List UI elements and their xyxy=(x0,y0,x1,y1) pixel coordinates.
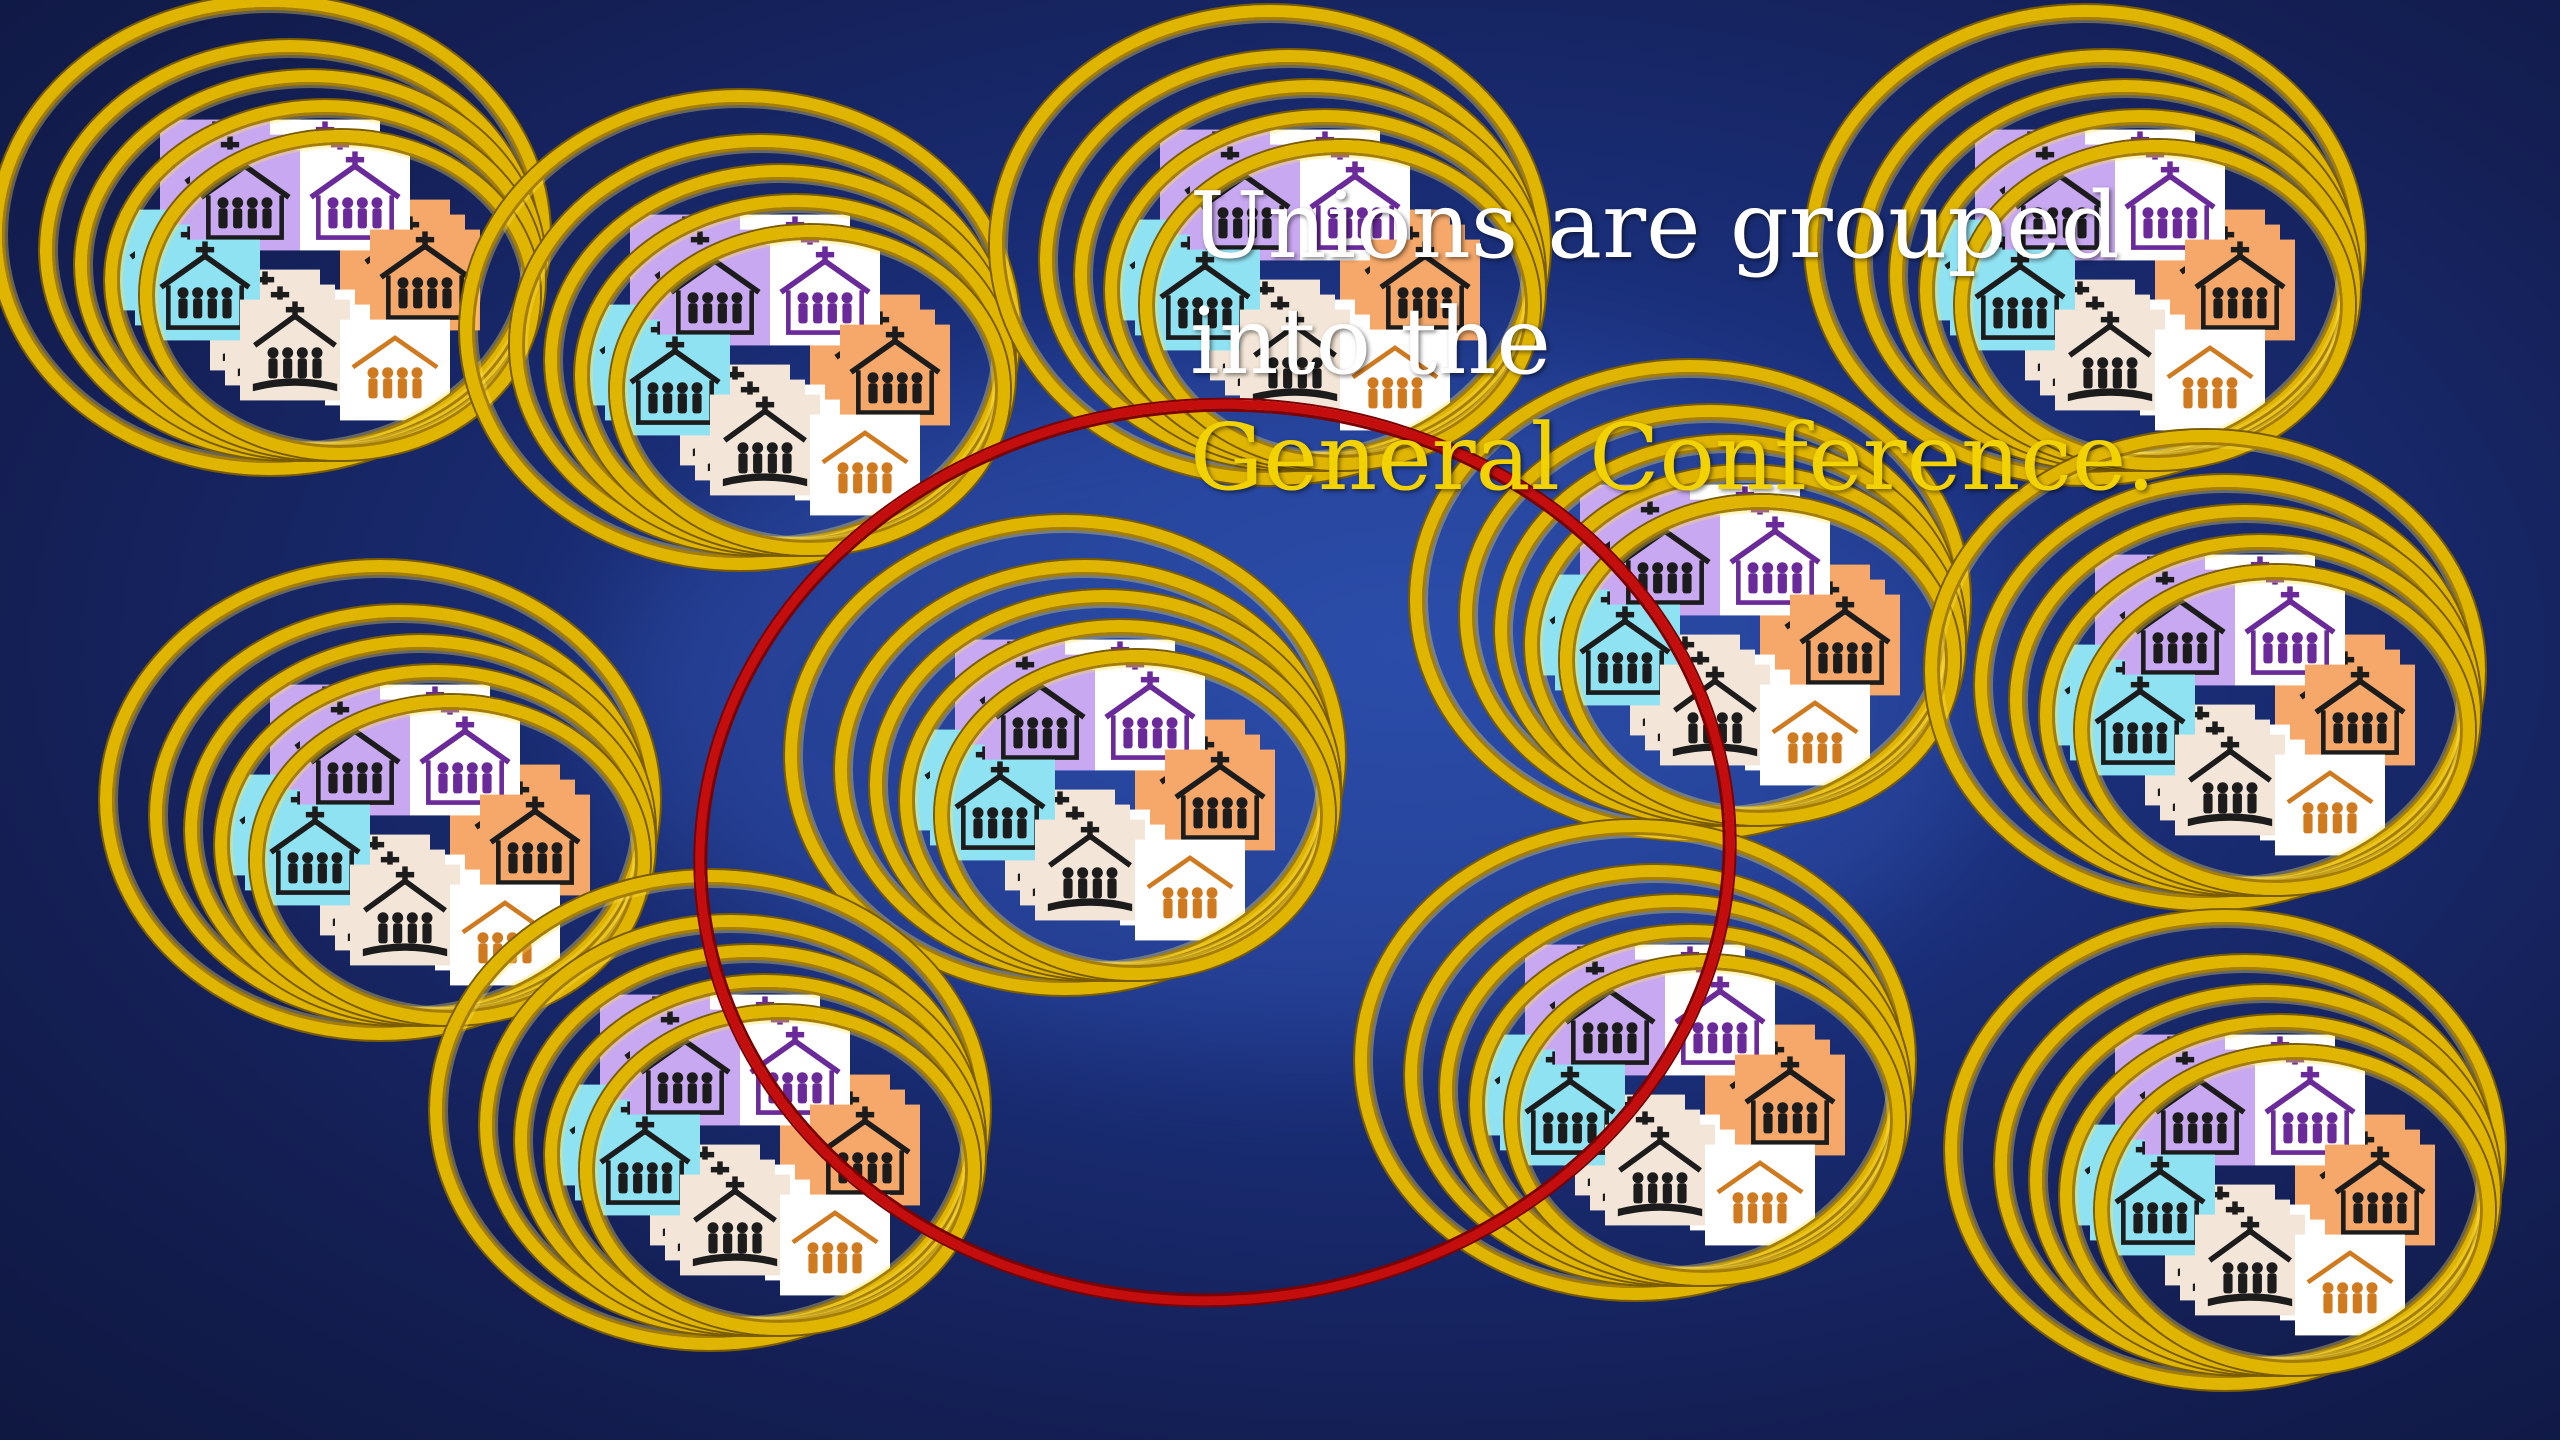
slide-caption: Unions are grouped into the General Conf… xyxy=(1190,168,2190,516)
union-10-cluster xyxy=(1355,820,1915,1300)
union-8-cluster xyxy=(1925,430,2485,910)
caption-line-1: Unions are grouped into the xyxy=(1190,172,2120,395)
union-2-cluster xyxy=(460,90,1020,570)
union-11-cluster xyxy=(1945,910,2505,1390)
caption-line-2: General Conference. xyxy=(1190,404,2156,511)
union-7-cluster xyxy=(1410,360,1970,840)
union-9-cluster xyxy=(430,870,990,1350)
union-1-cluster xyxy=(0,0,550,475)
gold-ring xyxy=(2095,1045,2495,1375)
union-5-cluster xyxy=(100,560,660,1040)
gold-ring xyxy=(2075,565,2475,895)
